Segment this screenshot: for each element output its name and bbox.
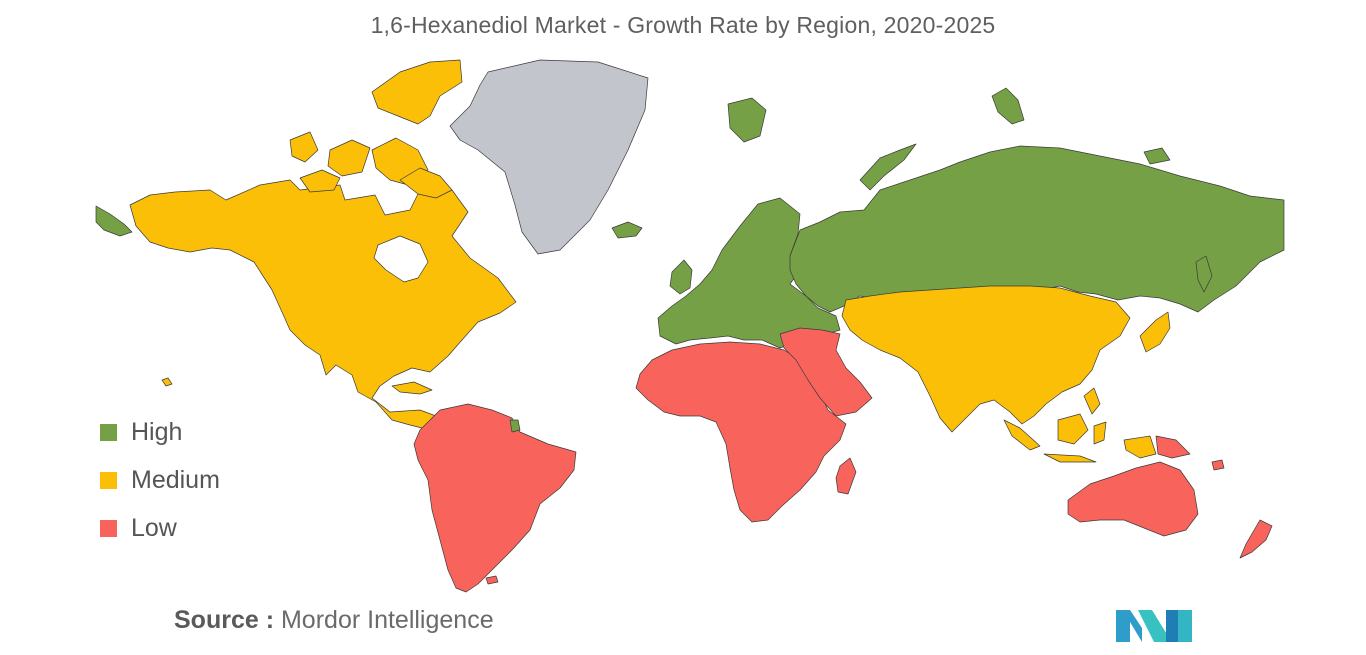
legend-swatch-high xyxy=(100,423,117,441)
region-europe xyxy=(657,197,841,349)
region-japan xyxy=(1139,311,1171,353)
legend-item-medium: Medium xyxy=(100,456,220,504)
region-chukotka-west xyxy=(95,205,133,237)
legend-label-low: Low xyxy=(131,513,177,542)
region-russian-islands-east xyxy=(1143,147,1171,165)
region-novaya-zemlya xyxy=(859,143,917,191)
region-iceland xyxy=(611,221,643,239)
region-north-america xyxy=(129,179,517,431)
region-sakhalin xyxy=(1195,255,1213,293)
region-siberian-islands xyxy=(991,87,1025,125)
region-arctic-islands-1 xyxy=(371,59,463,125)
region-papua-indonesia xyxy=(1123,435,1157,459)
source-note: Source : Mordor Intelligence xyxy=(174,606,494,635)
region-french-guiana xyxy=(509,419,521,433)
region-arctic-islands-5 xyxy=(299,169,341,193)
region-middle-east xyxy=(779,327,873,417)
region-svalbard xyxy=(727,97,767,143)
region-cuba xyxy=(391,381,433,395)
legend-item-low: Low xyxy=(100,504,220,552)
region-baffin xyxy=(399,167,453,199)
region-pacific-islands xyxy=(1211,459,1225,471)
source-name: Mordor Intelligence xyxy=(280,606,494,634)
region-papua-new-guinea xyxy=(1155,435,1191,459)
region-indonesia-java xyxy=(1043,453,1097,463)
hudson-bay xyxy=(373,235,429,283)
legend: High Medium Low xyxy=(100,408,220,552)
legend-item-high: High xyxy=(100,408,220,456)
region-africa xyxy=(635,341,847,523)
source-prefix: Source : xyxy=(174,606,275,634)
region-borneo xyxy=(1057,413,1089,445)
region-arctic-islands-3 xyxy=(327,139,371,177)
legend-swatch-low xyxy=(100,519,117,537)
mordor-intelligence-logo-icon xyxy=(1116,610,1192,642)
region-uk xyxy=(669,259,693,295)
region-new-zealand xyxy=(1239,519,1273,559)
region-hawaii xyxy=(161,377,173,387)
legend-swatch-medium xyxy=(100,471,117,489)
region-indonesia-sumatra xyxy=(1003,419,1041,451)
region-australia xyxy=(1067,461,1199,537)
region-greenland xyxy=(449,59,649,255)
region-asia-pacific xyxy=(841,285,1131,433)
region-sulawesi xyxy=(1093,421,1107,445)
legend-label-high: High xyxy=(131,417,183,446)
region-philippines xyxy=(1083,387,1101,415)
region-south-america xyxy=(413,403,577,593)
region-arctic-islands-2 xyxy=(289,131,319,163)
region-falklands xyxy=(485,575,499,585)
chart-title: 1,6-Hexanediol Market - Growth Rate by R… xyxy=(370,12,996,38)
legend-label-medium: Medium xyxy=(131,465,220,494)
region-madagascar xyxy=(835,457,857,495)
